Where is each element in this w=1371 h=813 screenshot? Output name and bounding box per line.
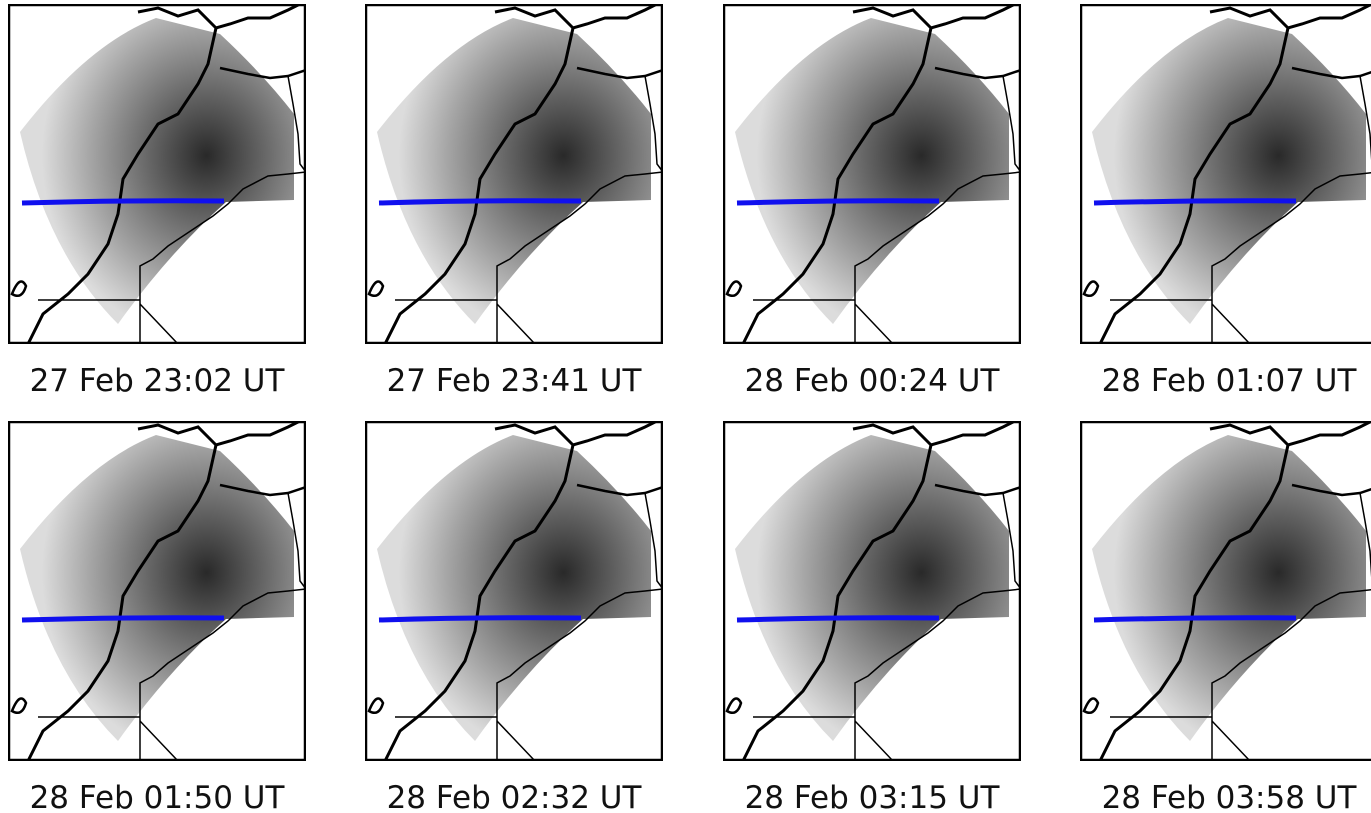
map-panel: 28 Feb 00:24 UT (723, 4, 1021, 399)
panel-label: 28 Feb 02:32 UT (387, 780, 643, 813)
panel-label: 28 Feb 01:50 UT (30, 780, 286, 813)
radar-map (365, 421, 663, 761)
panel-label: 27 Feb 23:41 UT (387, 363, 643, 399)
radar-map (1080, 421, 1371, 761)
radar-map (8, 4, 306, 344)
radar-map (723, 4, 1021, 344)
panel-label: 28 Feb 03:15 UT (745, 780, 1001, 813)
panel-label: 28 Feb 01:07 UT (1102, 363, 1358, 399)
map-panel: 28 Feb 03:15 UT (723, 421, 1021, 813)
radar-map (723, 421, 1021, 761)
radar-map (1080, 4, 1371, 344)
map-panel: 28 Feb 02:32 UT (365, 421, 663, 813)
map-panel: 28 Feb 01:07 UT (1080, 4, 1371, 399)
map-panel: 27 Feb 23:41 UT (365, 4, 663, 399)
panel-label: 27 Feb 23:02 UT (30, 363, 286, 399)
map-panel: 28 Feb 01:50 UT (8, 421, 306, 813)
figure: 27 Feb 23:02 UT 27 Feb 23:41 UT 28 Feb 00:… (0, 0, 1371, 813)
map-panel: 27 Feb 23:02 UT (8, 4, 306, 399)
page: 27 Feb 23:02 UT 27 Feb 23:41 UT 28 Feb 00:… (0, 0, 1371, 813)
panel-label: 28 Feb 03:58 UT (1102, 780, 1358, 813)
panel-label: 28 Feb 00:24 UT (745, 363, 1001, 399)
radar-map (365, 4, 663, 344)
radar-map (8, 421, 306, 761)
map-panel: 28 Feb 03:58 UT (1080, 421, 1371, 813)
